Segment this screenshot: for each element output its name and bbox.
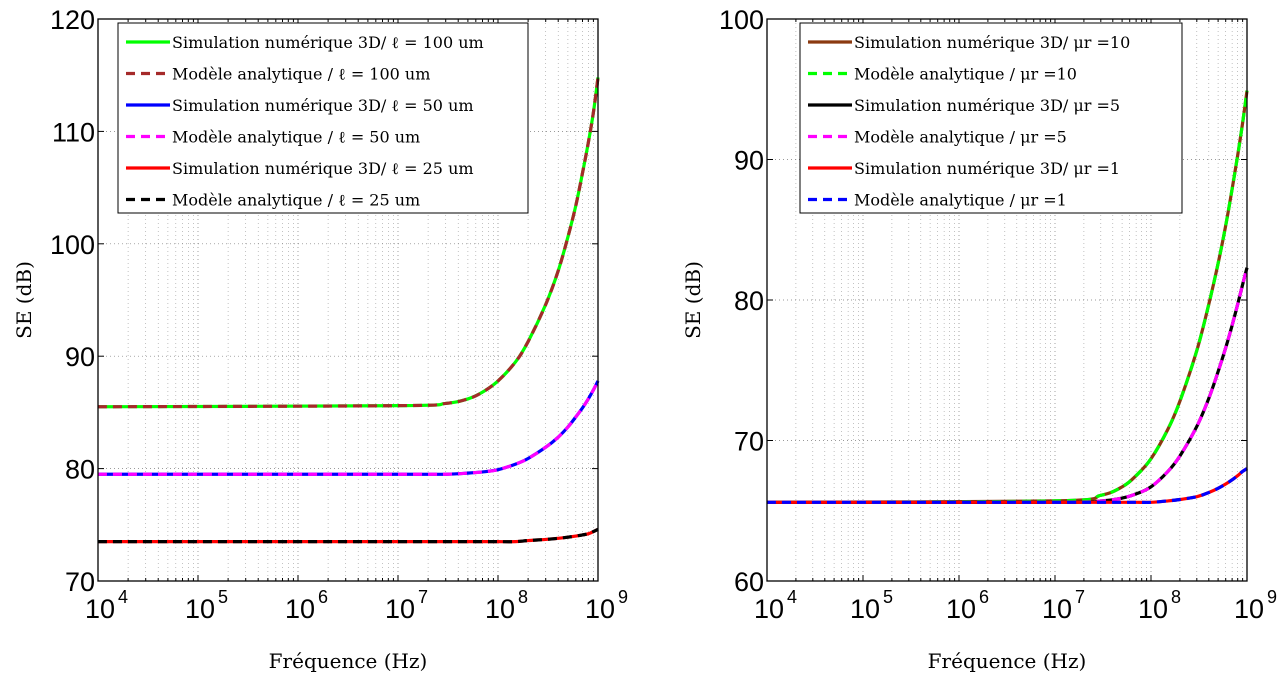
legend-entry: Simulation numérique 3D/ μr =5: [854, 96, 1120, 115]
grid: [766, 18, 1248, 582]
y-tick-label: 90: [734, 146, 764, 176]
axis-ticks: [766, 18, 1248, 582]
y-axis-title: SE (dB): [681, 261, 705, 339]
legend-entry: Simulation numérique 3D/ μr =1: [854, 159, 1120, 178]
x-tick-label: 10: [385, 594, 415, 624]
x-tick-label: 10: [1138, 594, 1168, 624]
legend-entry: Simulation numérique 3D/ ℓ = 25 um: [172, 159, 474, 178]
x-tick-exponent: 7: [418, 587, 428, 607]
axes-frame: [97, 18, 599, 582]
series-line-5: [98, 527, 599, 544]
x-tick-label: 10: [850, 594, 880, 624]
y-tick-label: 70: [65, 567, 95, 597]
x-tick-exponent: 8: [1171, 587, 1181, 607]
x-tick-exponent: 5: [218, 587, 228, 607]
x-tick-label: 10: [185, 594, 215, 624]
grid: [97, 18, 599, 582]
x-tick-exponent: 9: [618, 587, 628, 607]
x-axis-title: Fréquence (Hz): [269, 649, 428, 673]
x-tick-label: 10: [485, 594, 515, 624]
y-axis-title: SE (dB): [12, 261, 36, 339]
x-tick-exponent: 9: [1267, 587, 1277, 607]
series-lines: [97, 77, 600, 544]
y-tick-label: 70: [734, 427, 764, 457]
x-tick-label: 10: [85, 594, 115, 624]
x-tick-label: 10: [946, 594, 976, 624]
x-tick-exponent: 6: [979, 587, 989, 607]
y-tick-label: 90: [65, 342, 95, 372]
series-line-3: [98, 380, 600, 476]
y-tick-label: 110: [52, 117, 95, 147]
legend-box: [117, 22, 529, 214]
legend-entry: Modèle analytique / ℓ = 50 um: [172, 128, 420, 147]
series-lines: [766, 90, 1249, 505]
legend-entry: Modèle analytique / ℓ = 100 um: [172, 65, 430, 84]
y-tick-label: 100: [719, 5, 764, 35]
y-tick-label: 100: [50, 230, 95, 260]
legend-entry: Simulation numérique 3D/ ℓ = 50 um: [172, 96, 474, 115]
legend-box: [799, 22, 1183, 214]
x-tick-exponent: 7: [1075, 587, 1085, 607]
series-line-1: [766, 90, 1249, 504]
y-tick-label: 120: [50, 5, 95, 35]
legend: Simulation numérique 3D/ μr =10 Modèle an…: [799, 22, 1183, 214]
legend-entry: Simulation numérique 3D/ μr =10: [854, 33, 1130, 52]
y-tick-label: 80: [65, 455, 95, 485]
x-tick-label: 10: [285, 594, 315, 624]
legend-entry: Simulation numérique 3D/ ℓ = 100 um: [172, 33, 484, 52]
x-tick-label: 10: [585, 594, 615, 624]
x-tick-label: 10: [1234, 594, 1264, 624]
x-tick-exponent: 6: [318, 587, 328, 607]
legend: Simulation numérique 3D/ ℓ = 100 um Modèl…: [117, 22, 529, 214]
series-line-1: [97, 77, 600, 409]
series-line-5: [767, 467, 1248, 505]
series-line-3: [766, 267, 1249, 505]
axis-ticks: [97, 18, 599, 582]
x-tick-exponent: 4: [118, 587, 128, 607]
legend-entry: Modèle analytique / ℓ = 25 um: [172, 191, 420, 210]
x-tick-label: 10: [1042, 594, 1072, 624]
x-tick-exponent: 8: [518, 587, 528, 607]
y-tick-label: 60: [734, 567, 764, 597]
legend-entry: Modèle analytique / μr =1: [854, 191, 1067, 210]
x-tick-exponent: 4: [787, 587, 797, 607]
x-tick-exponent: 5: [883, 587, 893, 607]
legend-entry: Modèle analytique / μr =10: [854, 65, 1077, 84]
x-tick-label: 10: [754, 594, 784, 624]
x-axis-title: Fréquence (Hz): [928, 649, 1087, 673]
y-tick-label: 80: [734, 286, 764, 316]
legend-entry: Modèle analytique / μr =5: [854, 128, 1067, 147]
chart-left-length-comparison: 10 4 10 5 10 6 10 7 10 8 10 9708090100110120Fréquen…: [12, 5, 628, 673]
